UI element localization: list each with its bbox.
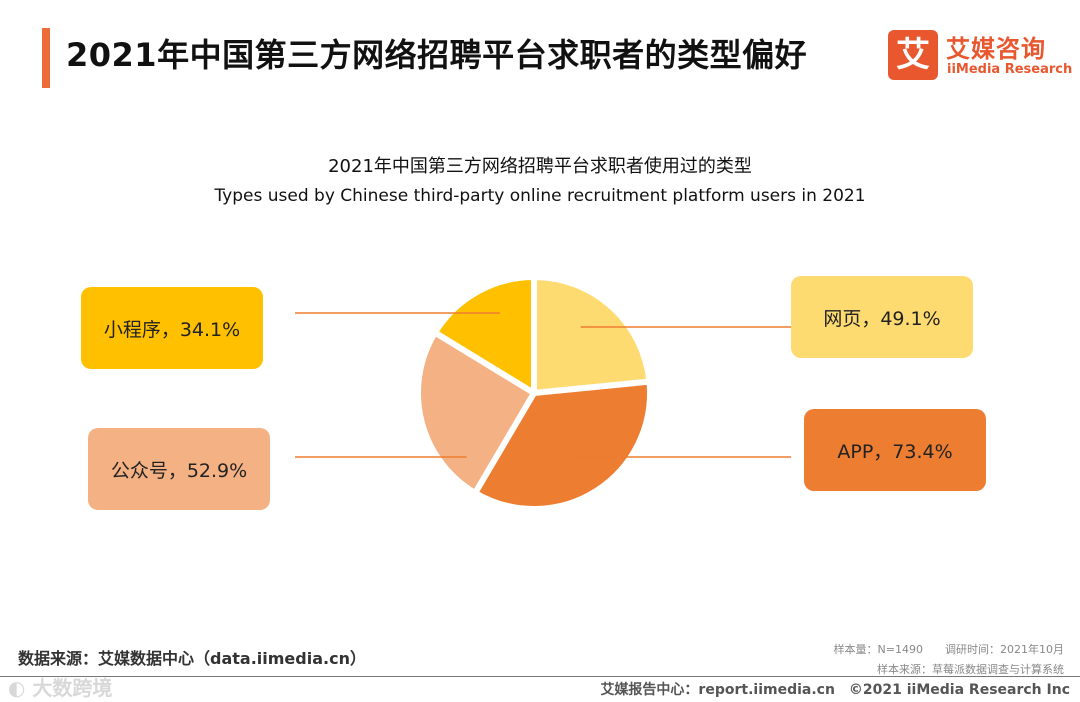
callout-miniprogram: 小程序，34.1% bbox=[81, 287, 263, 369]
callout-webpage-label: 网页，49.1% bbox=[823, 307, 941, 330]
callout-miniprogram-label: 小程序，34.1% bbox=[103, 318, 241, 341]
pie-slice-webpage bbox=[531, 274, 653, 396]
sample-size: 样本量：N=1490 调研时间：2021年10月 bbox=[833, 643, 1064, 656]
report-center: 艾媒报告中心：report.iimedia.cn ©2021 iiMedia R… bbox=[600, 682, 1070, 698]
chart-title: 2021年中国第三方网络招聘平台求职者使用过的类型 bbox=[328, 156, 752, 177]
pie-slice-miniprogram bbox=[431, 274, 537, 396]
page-title: 2021年中国第三方网络招聘平台求职者的类型偏好 bbox=[66, 36, 808, 74]
sample-source: 样本来源：草莓派数据调查与计算系统 bbox=[877, 663, 1064, 676]
callout-official-account: 公众号，52.9% bbox=[88, 428, 270, 510]
callout-app: APP，73.4% bbox=[804, 409, 986, 491]
callout-app-label: APP，73.4% bbox=[837, 440, 953, 463]
survey-meta: 样本量：N=1490 调研时间：2021年10月 样本来源：草莓派数据调查与计算… bbox=[834, 640, 1064, 680]
watermark: ◐ 大数跨境 bbox=[8, 676, 113, 700]
logo-mark-icon: 艾 bbox=[888, 30, 938, 80]
logo-english-name: iiMedia Research bbox=[947, 62, 1073, 77]
logo-chinese-name: 艾媒咨询 bbox=[946, 35, 1046, 63]
callout-webpage: 网页，49.1% bbox=[791, 276, 973, 358]
data-source: 数据来源：艾媒数据中心（data.iimedia.cn） bbox=[18, 649, 366, 668]
chart-subtitle: Types used by Chinese third-party online… bbox=[214, 186, 866, 206]
pie-slice-official-account bbox=[415, 329, 537, 496]
pie-slice-app bbox=[472, 378, 653, 513]
iimedia-logo: 艾 艾媒咨询 iiMedia Research bbox=[888, 28, 1072, 84]
callout-official-account-label: 公众号，52.9% bbox=[110, 459, 248, 482]
title-accent-bar bbox=[42, 28, 50, 88]
footer-divider bbox=[0, 676, 1080, 677]
